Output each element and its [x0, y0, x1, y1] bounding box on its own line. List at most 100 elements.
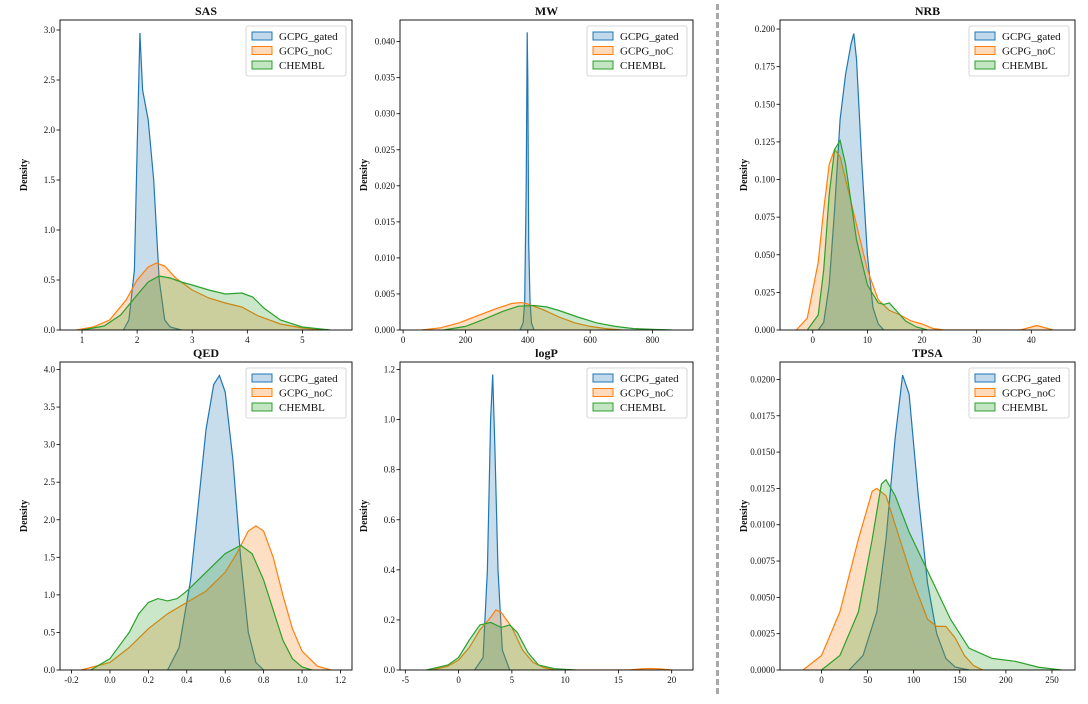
legend-box: [968, 367, 1070, 419]
density-line-gcpg-noc: [421, 301, 622, 330]
y-tick-label: 2.5: [44, 75, 56, 85]
x-tick-label: 250: [1045, 675, 1059, 685]
y-tick-label: 0.5: [44, 627, 56, 637]
y-tick-label: 0.0125: [750, 483, 775, 493]
y-tick-label: 0.000: [755, 325, 776, 335]
density-area-gcpg-gated: [123, 33, 182, 330]
legend-swatch-gcpg-noc: [592, 46, 614, 55]
legend-box: [586, 25, 688, 77]
legend: GCPG_gated GCPG_noC CHEMBL: [968, 25, 1070, 77]
x-tick-label: 20: [667, 675, 677, 685]
legend-box: [245, 367, 347, 419]
plot-frame: [399, 361, 694, 671]
legend-label-gcpg-gated: GCPG_gated: [620, 373, 679, 385]
y-tick-label: 0.005: [375, 289, 396, 299]
y-tick-label: 1.5: [44, 175, 56, 185]
legend-label-gcpg-noc: GCPG_noC: [620, 388, 673, 400]
density-line-chembl: [90, 544, 312, 670]
legend-swatch-chembl: [251, 60, 273, 70]
legend-swatch-chembl: [592, 402, 614, 412]
density-line-chembl: [806, 138, 928, 330]
legend-swatch-gcpg-gated: [974, 373, 996, 383]
legend: GCPG_gated GCPG_noC CHEMBL: [968, 367, 1070, 419]
x-tick-label: 1.2: [335, 675, 346, 685]
x-tick-label: 600: [583, 335, 597, 345]
y-tick-label: 1.0: [44, 225, 56, 235]
x-tick-label: 0: [819, 675, 824, 685]
legend: GCPG_gated GCPG_noC CHEMBL: [245, 367, 347, 419]
plot-frame: [779, 361, 1076, 671]
x-tick-label: 5: [510, 675, 515, 685]
x-tick-label: 20: [918, 335, 928, 345]
density-line-gcpg-noc: [431, 609, 672, 670]
y-tick-label: 1.0: [44, 590, 56, 600]
section-divider: [716, 4, 719, 694]
y-axis-label: Density: [359, 500, 370, 532]
y-tick-label: 1.0: [384, 415, 396, 425]
y-tick-label: 0.175: [755, 62, 776, 72]
y-tick-label: 0.0: [384, 665, 396, 675]
y-axis-label: Density: [19, 159, 30, 191]
y-tick-label: 0.0: [44, 325, 56, 335]
y-tick-label: 0.0025: [750, 629, 775, 639]
panel-sas: 1 2 3 4 5 0.0 0.5 1.0 1.5 2.0 2.5 3.0 SAS Density GCPG…: [19, 4, 353, 345]
density-area-chembl: [807, 140, 928, 330]
y-tick-label: 0.100: [755, 175, 776, 185]
y-tick-label: 2.5: [44, 477, 56, 487]
y-axis-label: Density: [739, 500, 750, 532]
x-tick-label: 0.6: [220, 675, 232, 685]
legend-label-gcpg-gated: GCPG_gated: [279, 31, 338, 43]
x-tick-label: 50: [863, 675, 873, 685]
x-tick-label: 2: [135, 335, 140, 345]
density-area-gcpg-noc: [421, 302, 622, 330]
y-tick-label: 2.0: [44, 515, 56, 525]
density-line-gcpg-noc: [76, 262, 325, 330]
panel-logp: -5 0 5 10 15 20 0.0 0.2 0.4 0.6 0.8 1.0 1.2 logP Densi…: [359, 346, 694, 685]
y-tick-label: 0.0050: [750, 592, 775, 602]
series-group: [802, 374, 1062, 670]
y-tick-label: 0.010: [375, 253, 396, 263]
y-tick-label: 0.2: [384, 615, 395, 625]
legend-label-chembl: CHEMBL: [279, 402, 325, 414]
legend-label-chembl: CHEMBL: [1002, 402, 1048, 414]
panel-title: SAS: [195, 4, 217, 18]
legend-label-chembl: CHEMBL: [620, 402, 666, 414]
density-line-gcpg-gated: [848, 374, 970, 670]
y-tick-label: 0.0100: [750, 520, 775, 530]
x-tick-label: 5: [300, 335, 305, 345]
panel-title: TPSA: [912, 346, 943, 360]
legend-box: [968, 25, 1070, 77]
y-tick-label: 0.0000: [750, 665, 775, 675]
series-group: [421, 32, 672, 330]
legend-label-chembl: CHEMBL: [620, 60, 666, 72]
density-area-gcpg-gated: [520, 32, 534, 330]
x-tick-label: 0.4: [181, 675, 193, 685]
x-tick-label: 30: [972, 335, 982, 345]
panel-qed: -0.2 0.0 0.2 0.4 0.6 0.8 1.0 1.2 0.0 0.5 1.0 1.5 2.0…: [19, 346, 353, 685]
plot-frame: [59, 19, 353, 331]
legend-box: [586, 367, 688, 419]
x-tick-label: 0.2: [143, 675, 154, 685]
x-tick-label: 800: [646, 335, 660, 345]
legend-swatch-gcpg-gated: [974, 31, 996, 41]
y-tick-label: 0.0075: [750, 556, 775, 566]
panel-title: NRB: [915, 4, 940, 18]
legend-label-gcpg-noc: GCPG_noC: [1002, 46, 1055, 58]
legend-label-gcpg-noc: GCPG_noC: [620, 46, 673, 58]
legend-label-chembl: CHEMBL: [279, 60, 325, 72]
density-area-gcpg-noc: [796, 149, 1054, 330]
density-area-chembl: [443, 305, 672, 330]
y-tick-label: 0.0150: [750, 447, 775, 457]
y-axis-label: Density: [359, 159, 370, 191]
y-tick-label: 0.020: [375, 181, 396, 191]
density-line-gcpg-gated: [474, 374, 511, 670]
legend-swatch-gcpg-noc: [251, 46, 273, 55]
density-line-gcpg-gated: [167, 374, 265, 670]
y-tick-label: 3.0: [44, 440, 56, 450]
legend-label-gcpg-gated: GCPG_gated: [279, 373, 338, 385]
legend-swatch-gcpg-gated: [251, 373, 273, 383]
y-tick-label: 0.6: [384, 515, 396, 525]
x-tick-label: 0.0: [104, 675, 116, 685]
